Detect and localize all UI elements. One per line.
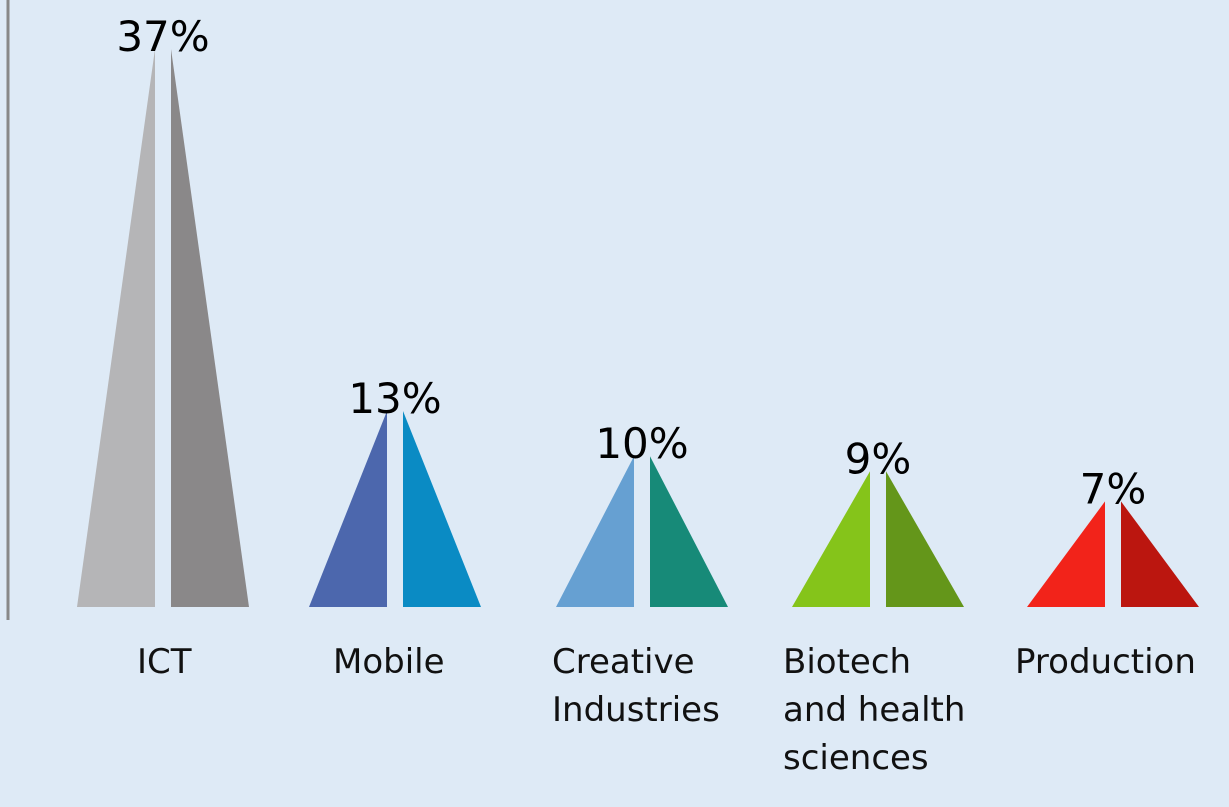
triangle-left <box>309 410 387 607</box>
value-label: 9% <box>845 434 912 483</box>
triangle-right <box>403 410 481 607</box>
triangle-right <box>1121 501 1199 607</box>
value-label: 13% <box>348 374 441 423</box>
value-label: 7% <box>1080 464 1147 513</box>
value-label: 10% <box>595 419 688 468</box>
category-label: Creative Industries <box>552 642 720 730</box>
category-label: Mobile <box>333 642 445 682</box>
triangle-right <box>171 49 249 607</box>
category-label: Production <box>1015 642 1196 682</box>
triangle-left <box>1027 501 1105 607</box>
category-label: ICT <box>137 642 192 682</box>
triangle-left <box>77 49 155 607</box>
category-label: Biotech and health sciences <box>783 642 966 778</box>
value-label: 37% <box>116 12 209 61</box>
triangle-left <box>556 456 634 607</box>
triangle-left <box>792 471 870 607</box>
triangle-right <box>886 471 964 607</box>
triangle-right <box>650 456 728 607</box>
